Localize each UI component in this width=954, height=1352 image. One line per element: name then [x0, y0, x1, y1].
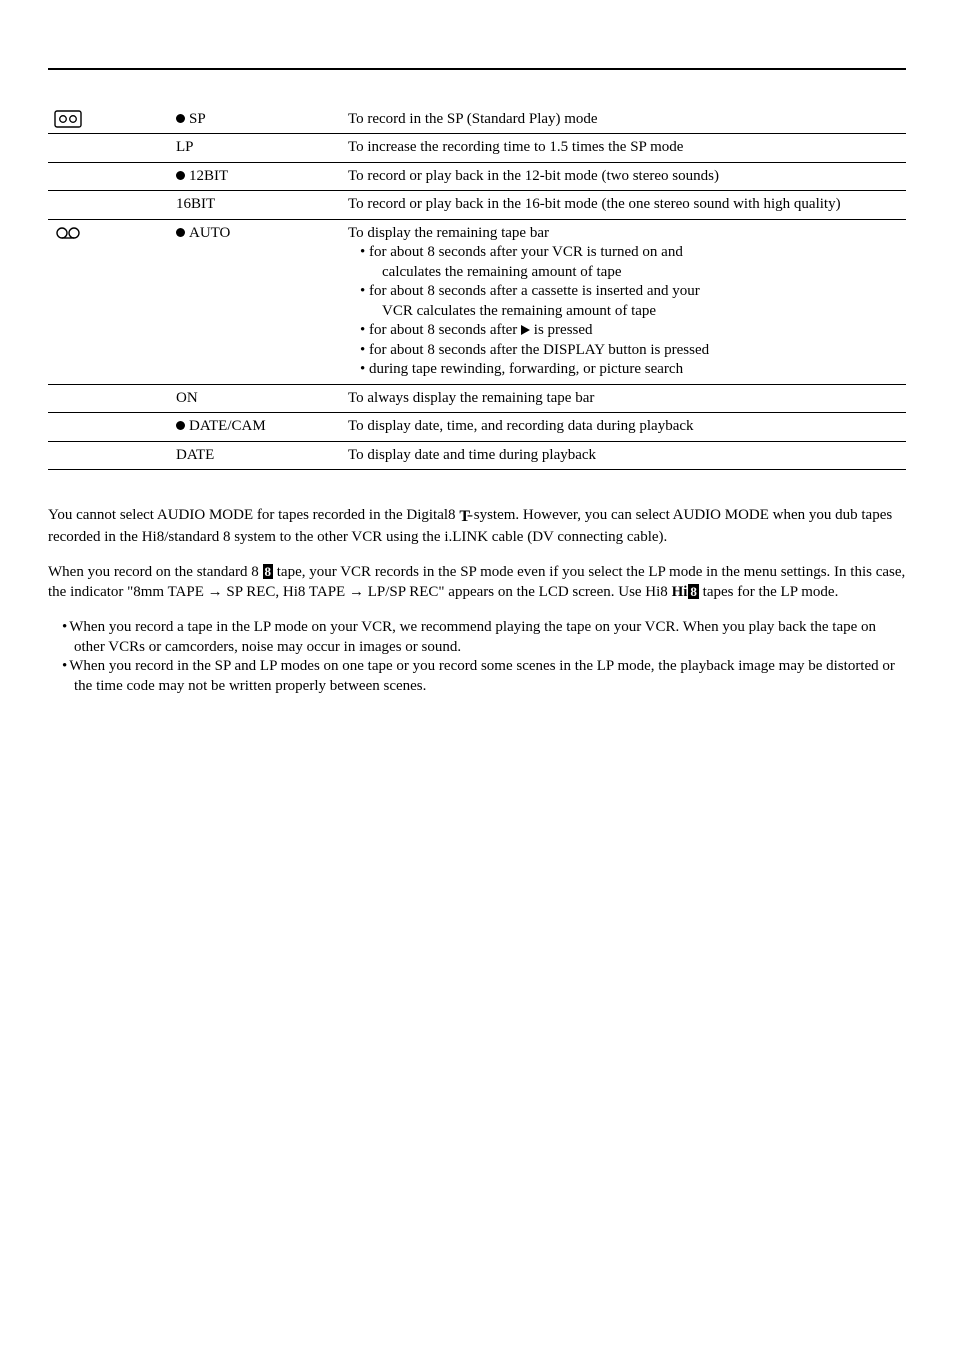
icon-cell	[48, 384, 170, 413]
mode-cell: LP	[170, 134, 342, 163]
digital8-icon: Т̵	[459, 507, 470, 528]
meaning-cell: To increase the recording time to 1.5 ti…	[342, 134, 906, 163]
icon-cell	[48, 106, 170, 134]
table-row: LP To increase the recording time to 1.5 …	[48, 134, 906, 163]
meaning-cell: To record in the SP (Standard Play) mode	[342, 106, 906, 134]
meaning-text: To increase the recording time to 1.5 ti…	[348, 139, 683, 155]
icon-cell	[48, 191, 170, 220]
meaning-cell: To display date, time, and recording dat…	[342, 413, 906, 442]
meaning-cell: To display date and time during playback	[342, 441, 906, 470]
default-bullet-icon	[176, 421, 185, 430]
table-row: 12BIT To record or play back in the 12-bi…	[48, 162, 906, 191]
icon-cell	[48, 134, 170, 163]
meaning-cell: To always display the remaining tape bar	[342, 384, 906, 413]
table-row: ON To always display the remaining tape b…	[48, 384, 906, 413]
table-row: 16BIT To record or play back in the 16-bi…	[48, 191, 906, 220]
mode-label: AUTO	[189, 225, 230, 241]
meaning-text: To display date, time, and recording dat…	[348, 418, 694, 434]
meaning-text: To display date and time during playback	[348, 447, 596, 463]
sub-item: during tape rewinding, forwarding, or pi…	[360, 360, 900, 380]
notes-section: You cannot select AUDIO MODE for tapes r…	[48, 506, 906, 696]
meaning-text: To record or play back in the 12-bit mod…	[348, 168, 719, 184]
mode-cell: DATE	[170, 441, 342, 470]
sub-item: for about 8 seconds after your VCR is tu…	[360, 243, 900, 263]
sub-item: calculates the remaining amount of tape	[360, 263, 900, 283]
meaning-text: To record or play back in the 16-bit mod…	[348, 196, 841, 212]
mode-cell: 16BIT	[170, 191, 342, 220]
mode-cell: DATE/CAM	[170, 413, 342, 442]
mode-cell: 12BIT	[170, 162, 342, 191]
meaning-cell: To display the remaining tape bar for abo…	[342, 219, 906, 384]
table-row: DATE/CAM To display date, time, and recor…	[48, 413, 906, 442]
sub-item: for about 8 seconds after a cassette is …	[360, 282, 900, 302]
mode-label: LP	[176, 139, 194, 155]
settings-table: SP To record in the SP (Standard Play) mo…	[48, 106, 906, 471]
section-divider	[48, 68, 906, 70]
default-bullet-icon	[176, 228, 185, 237]
mode-label: 16BIT	[176, 196, 215, 212]
meaning-text: To display the remaining tape bar	[348, 225, 549, 241]
table-row: DATE To display date and time during play…	[48, 441, 906, 470]
note-text: When you record on the standard 8	[48, 564, 263, 580]
note-text: tapes for the LP mode.	[699, 584, 838, 600]
note-bullet: When you record a tape in the LP mode on…	[62, 618, 906, 657]
default-bullet-icon	[176, 114, 185, 123]
icon-cell	[48, 441, 170, 470]
sub-item: VCR calculates the remaining amount of t…	[360, 302, 900, 322]
hi8-icon: Hi8	[672, 583, 699, 603]
mode-label: 12BIT	[189, 168, 228, 184]
icon-cell	[48, 162, 170, 191]
sub-item: for about 8 seconds after is pressed	[360, 321, 900, 341]
note-standard8: When you record on the standard 8 8 tape…	[48, 563, 906, 602]
mode-cell: SP	[170, 106, 342, 134]
default-bullet-icon	[176, 171, 185, 180]
mode-label: SP	[189, 111, 206, 127]
table-row: SP To record in the SP (Standard Play) mo…	[48, 106, 906, 134]
meaning-text: To always display the remaining tape bar	[348, 390, 594, 406]
icon-cell	[48, 219, 170, 384]
cassette-icon	[54, 111, 82, 127]
meaning-cell: To record or play back in the 16-bit mod…	[342, 191, 906, 220]
mode-label: DATE	[176, 447, 214, 463]
mode-cell: ON	[170, 384, 342, 413]
mode-cell: AUTO	[170, 219, 342, 384]
meaning-cell: To record or play back in the 12-bit mod…	[342, 162, 906, 191]
sub-item: for about 8 seconds after the DISPLAY bu…	[360, 341, 900, 361]
eight-icon: 8	[263, 564, 274, 579]
table-row: AUTO To display the remaining tape bar for…	[48, 219, 906, 384]
play-icon	[521, 325, 530, 335]
meaning-text: To record in the SP (Standard Play) mode	[348, 111, 598, 127]
note-bullet: When you record in the SP and LP modes o…	[62, 657, 906, 696]
tape-reel-icon	[54, 225, 82, 241]
note-audio-mode: You cannot select AUDIO MODE for tapes r…	[48, 506, 906, 547]
note-bullet-list: When you record a tape in the LP mode on…	[48, 618, 906, 696]
mode-label: DATE/CAM	[189, 418, 266, 434]
icon-cell	[48, 413, 170, 442]
note-text: You cannot select AUDIO MODE for tapes r…	[48, 507, 459, 523]
mode-label: ON	[176, 390, 198, 406]
sub-list: for about 8 seconds after your VCR is tu…	[348, 243, 900, 380]
